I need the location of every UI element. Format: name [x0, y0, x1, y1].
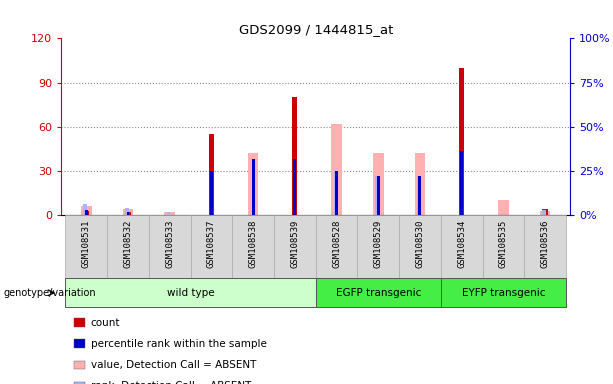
Bar [107, 215, 149, 278]
Bar [66, 215, 107, 278]
Text: GSM108538: GSM108538 [249, 220, 257, 268]
Bar [335, 171, 338, 215]
Text: GSM108528: GSM108528 [332, 220, 341, 268]
Text: EGFP transgenic: EGFP transgenic [335, 288, 421, 298]
Bar [210, 171, 213, 215]
Bar [399, 215, 441, 278]
Bar [377, 176, 379, 215]
Text: value, Detection Call = ABSENT: value, Detection Call = ABSENT [91, 360, 256, 370]
Bar [419, 176, 421, 215]
Text: GSM108535: GSM108535 [499, 220, 508, 268]
Bar [498, 200, 509, 215]
Bar [126, 212, 131, 215]
Bar [524, 215, 566, 278]
Bar [460, 151, 463, 215]
Bar [294, 159, 296, 215]
Bar [292, 97, 297, 215]
Bar [415, 153, 425, 215]
Bar [232, 215, 274, 278]
Bar [164, 212, 175, 215]
Bar [125, 208, 129, 215]
Bar [149, 215, 191, 278]
Bar [84, 210, 89, 215]
Bar [441, 215, 482, 278]
Text: GSM108530: GSM108530 [416, 220, 424, 268]
Text: GSM108537: GSM108537 [207, 220, 216, 268]
Bar [123, 209, 133, 215]
Text: GSM108529: GSM108529 [374, 220, 383, 268]
Bar [81, 206, 91, 215]
Bar [274, 215, 316, 278]
Bar [543, 209, 547, 215]
Text: rank, Detection Call = ABSENT: rank, Detection Call = ABSENT [91, 381, 251, 384]
Text: GSM108534: GSM108534 [457, 220, 466, 268]
Bar [373, 153, 384, 215]
Bar [540, 210, 550, 215]
Title: GDS2099 / 1444815_at: GDS2099 / 1444815_at [238, 23, 393, 36]
Bar [441, 278, 566, 307]
Bar [316, 215, 357, 278]
Bar [331, 124, 342, 215]
Bar [482, 215, 524, 278]
Bar [417, 176, 421, 215]
Text: percentile rank within the sample: percentile rank within the sample [91, 339, 267, 349]
Text: GSM108532: GSM108532 [124, 220, 132, 268]
Text: genotype/variation: genotype/variation [3, 288, 96, 298]
Bar [126, 212, 129, 215]
Bar [375, 176, 379, 215]
Text: count: count [91, 318, 120, 328]
Text: GSM108531: GSM108531 [82, 220, 91, 268]
Text: GSM108533: GSM108533 [166, 220, 174, 268]
Bar [85, 210, 88, 215]
Text: GSM108536: GSM108536 [541, 220, 550, 268]
Bar [209, 134, 214, 215]
Bar [459, 68, 464, 215]
Bar [357, 215, 399, 278]
Bar [83, 204, 87, 215]
Text: GSM108539: GSM108539 [291, 220, 299, 268]
Bar [316, 278, 441, 307]
Text: wild type: wild type [167, 288, 215, 298]
Bar [542, 210, 546, 215]
Bar [252, 159, 254, 215]
Bar [333, 171, 337, 215]
Bar [66, 278, 316, 307]
Bar [191, 215, 232, 278]
Text: EYFP transgenic: EYFP transgenic [462, 288, 545, 298]
Bar [248, 153, 259, 215]
Bar [167, 212, 170, 215]
